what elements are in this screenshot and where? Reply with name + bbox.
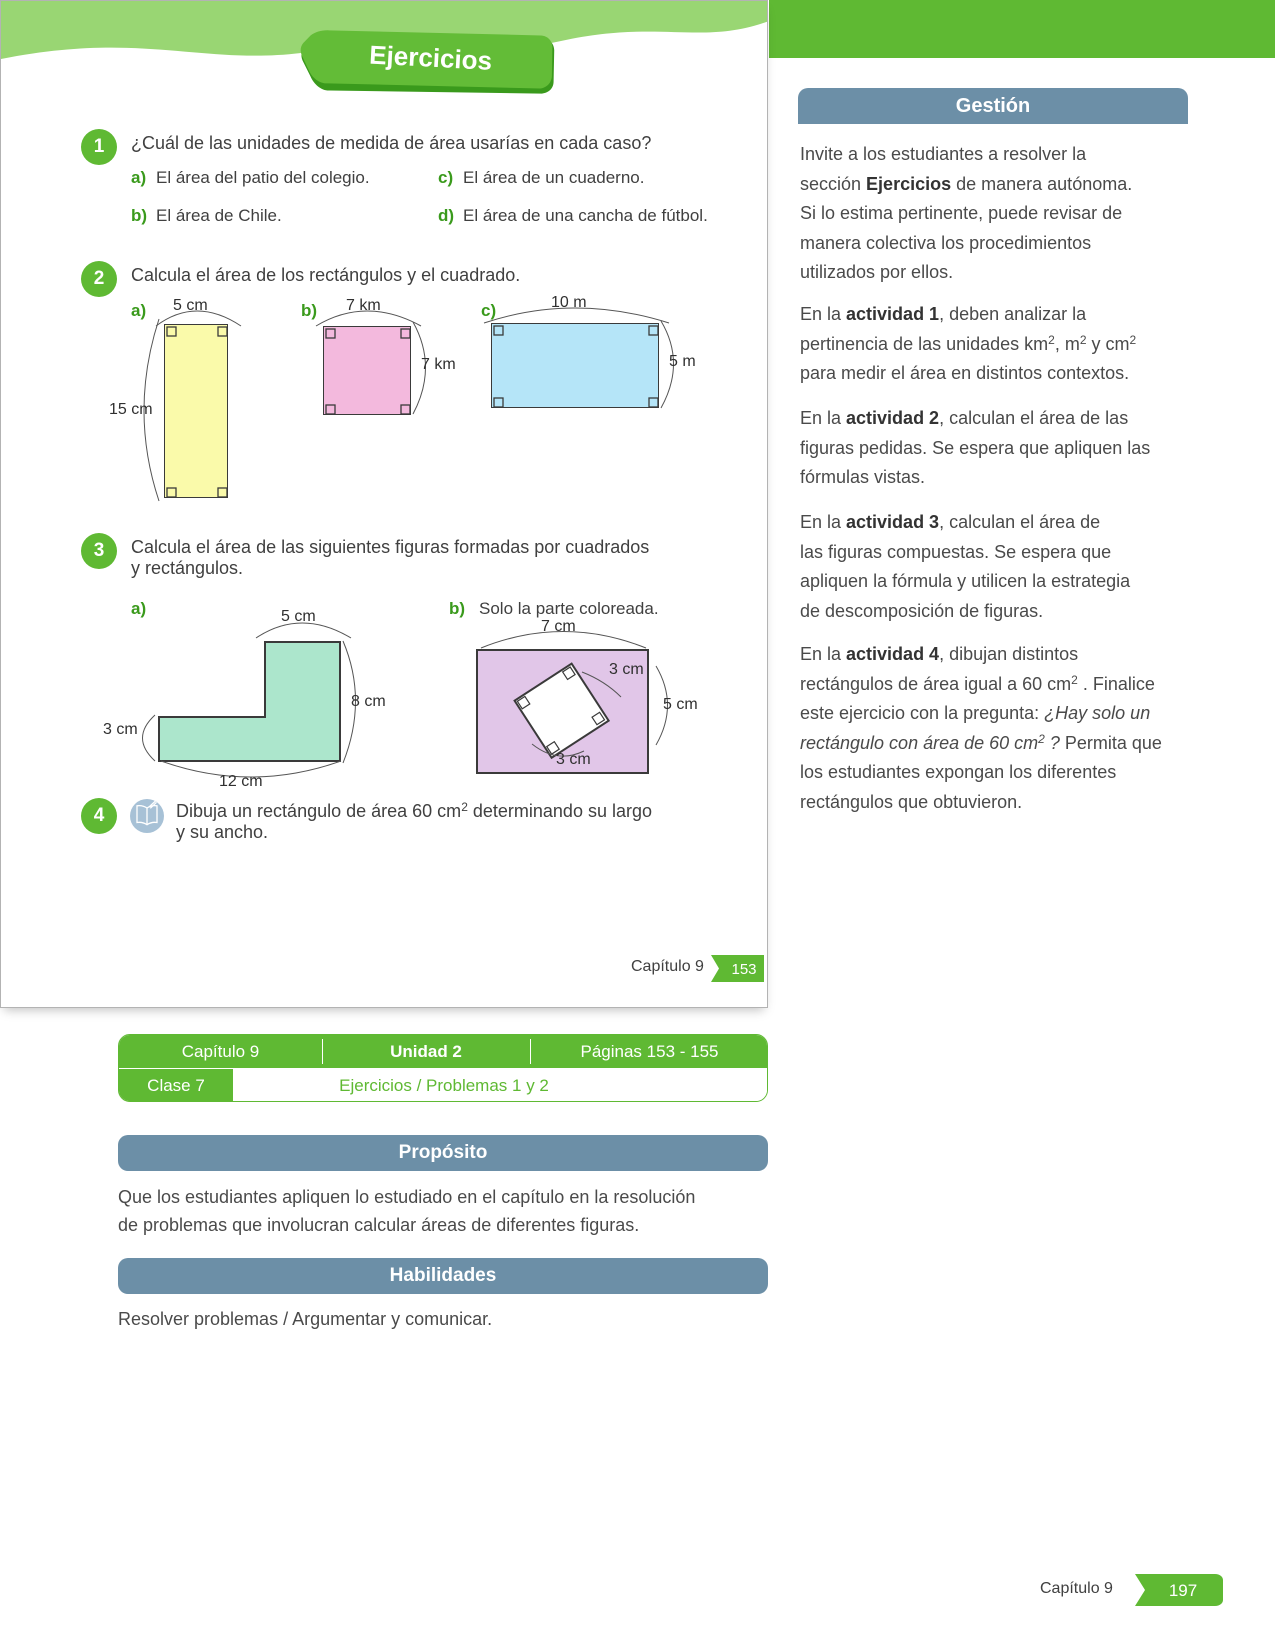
- svg-text:Ejercicios: Ejercicios: [369, 40, 493, 76]
- svg-text:153: 153: [731, 961, 756, 978]
- svg-text:197: 197: [1169, 1581, 1197, 1600]
